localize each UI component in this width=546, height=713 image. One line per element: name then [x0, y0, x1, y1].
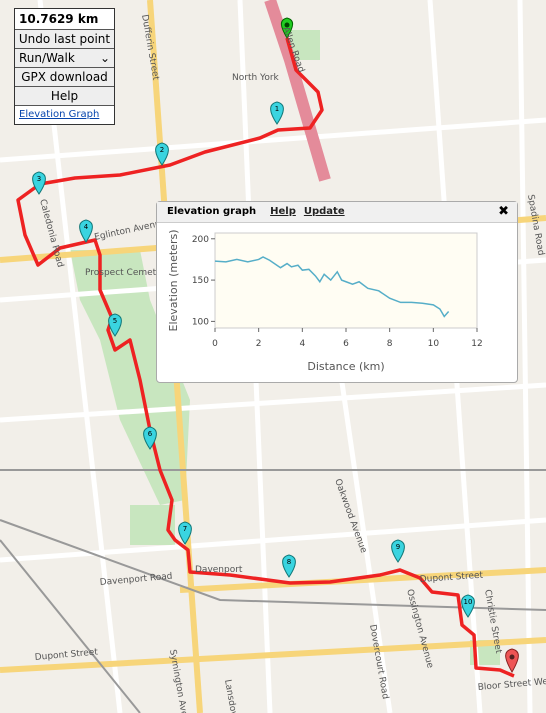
street-label: Spadina Road — [525, 194, 546, 257]
marker-label: 9 — [396, 543, 400, 551]
x-tick-label: 4 — [299, 339, 305, 349]
x-tick-label: 10 — [428, 339, 440, 349]
x-tick-label: 8 — [387, 339, 393, 349]
route-marker[interactable]: 5 — [108, 313, 122, 337]
marker-label: 7 — [183, 525, 187, 533]
marker-pin — [79, 219, 93, 243]
railways — [0, 469, 546, 713]
street-label: Dovercourt Road — [367, 624, 390, 700]
popup-close[interactable]: ✖ — [498, 204, 509, 219]
route-marker[interactable]: 2 — [155, 142, 169, 166]
street-label: Dufferin Street — [139, 14, 160, 82]
elevation-line — [214, 256, 450, 318]
marker-label: 3 — [37, 175, 41, 183]
marker-pin — [391, 539, 405, 563]
marker-pin — [282, 554, 296, 578]
street-label: Dupont Street — [420, 571, 484, 585]
route — [16, 37, 515, 678]
route-marker[interactable]: 6 — [143, 426, 157, 450]
street-label: Davenport — [195, 565, 243, 575]
end-marker[interactable] — [505, 648, 519, 674]
marker-pin — [155, 142, 169, 166]
undo-button[interactable]: Undo last point — [15, 30, 114, 49]
popup-header: Elevation graph Help Update ✖ — [157, 202, 517, 223]
parks — [70, 30, 500, 665]
marker-label: 10 — [464, 598, 473, 606]
marker-pin — [108, 313, 122, 337]
allen-road — [264, 0, 331, 182]
marker-label: 6 — [148, 430, 153, 438]
marker-pin — [270, 101, 284, 125]
marker-pin — [32, 171, 46, 195]
control-panel: 10.7629 km Undo last point Run/Walk ⌄ GPX… — [14, 8, 115, 125]
mode-select[interactable]: Run/Walk ⌄ — [15, 49, 114, 68]
marker-label: 4 — [84, 223, 89, 231]
street-label: Lansdowne — [222, 679, 241, 713]
marker-pin — [143, 426, 157, 450]
marker-pin — [178, 521, 192, 545]
distance: 10.7629 km — [15, 9, 114, 30]
marker-label: 2 — [160, 146, 164, 154]
route-marker[interactable]: 7 — [178, 521, 192, 545]
y-tick-label: 200 — [192, 235, 209, 245]
x-axis-label: Distance (km) — [307, 360, 384, 373]
y-tick-label: 100 — [192, 317, 209, 327]
help-button[interactable]: Help — [15, 87, 114, 106]
elevation-chart: 100 150 200 0 2 4 6 8 10 12 Distance (km) Elevation… — [167, 230, 483, 374]
y-axis-label: Elevation (meters) — [167, 230, 180, 332]
x-tick-label: 12 — [471, 339, 482, 349]
street-label: Prospect Cemetery — [85, 268, 171, 278]
route-marker[interactable]: 3 — [32, 171, 46, 195]
popup-help[interactable]: Help — [270, 206, 296, 217]
popup-update[interactable]: Update — [303, 206, 345, 217]
y-tick-label: 150 — [192, 276, 209, 286]
x-tick-label: 6 — [343, 339, 349, 349]
route-marker[interactable]: 8 — [282, 554, 296, 578]
route-marker[interactable]: 1 — [270, 101, 284, 125]
x-tick-label: 2 — [256, 339, 262, 349]
route-marker[interactable]: 10 — [461, 594, 475, 618]
street-label: North York — [232, 73, 280, 83]
street-label: Bloor Street West — [477, 676, 546, 693]
route-marker[interactable]: 9 — [391, 539, 405, 563]
street-label: Davenport Road — [99, 572, 173, 588]
mode-value: Run/Walk — [19, 51, 75, 65]
plot-area — [214, 232, 478, 329]
street-label: Ossington Avenue — [404, 588, 435, 670]
street-label: Dupont Street — [34, 647, 98, 663]
x-tick-label: 0 — [212, 339, 218, 349]
elevation-link[interactable]: Elevation Graph — [19, 109, 100, 120]
popup-title: Elevation graph — [167, 206, 257, 217]
route-marker[interactable]: 4 — [79, 219, 93, 243]
marker-label: 5 — [113, 317, 117, 325]
marker-pin — [461, 594, 475, 618]
gpx-button[interactable]: GPX download — [15, 68, 114, 87]
elevation-popup: Elevation graph Help Update ✖ 100 150 200 0 2 4 6… — [156, 201, 518, 383]
start-marker[interactable] — [280, 17, 294, 39]
marker-label: 8 — [287, 558, 291, 566]
marker-label: 1 — [275, 105, 279, 113]
